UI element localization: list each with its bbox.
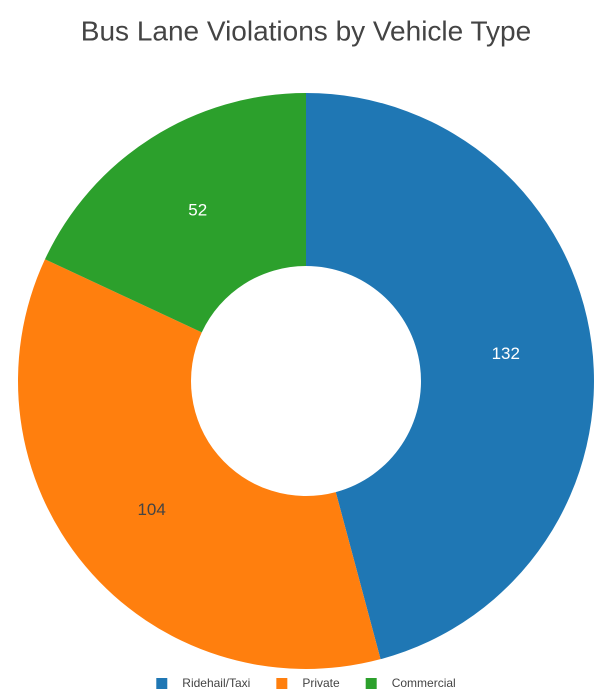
legend-swatch <box>156 678 168 689</box>
legend-label: Private <box>302 676 340 690</box>
donut-slice <box>44 93 306 333</box>
data-label: 132 <box>492 344 520 363</box>
legend-label: Commercial <box>392 676 456 690</box>
legend-swatch <box>365 678 377 689</box>
chart-title: Bus Lane Violations by Vehicle Type <box>81 15 531 46</box>
data-label: 52 <box>188 201 207 220</box>
legend-swatch <box>276 678 288 689</box>
donut-slice <box>17 259 381 669</box>
data-label: 104 <box>137 500 165 519</box>
donut-slice <box>306 93 594 660</box>
legend-label: Ridehail/Taxi <box>182 676 250 690</box>
